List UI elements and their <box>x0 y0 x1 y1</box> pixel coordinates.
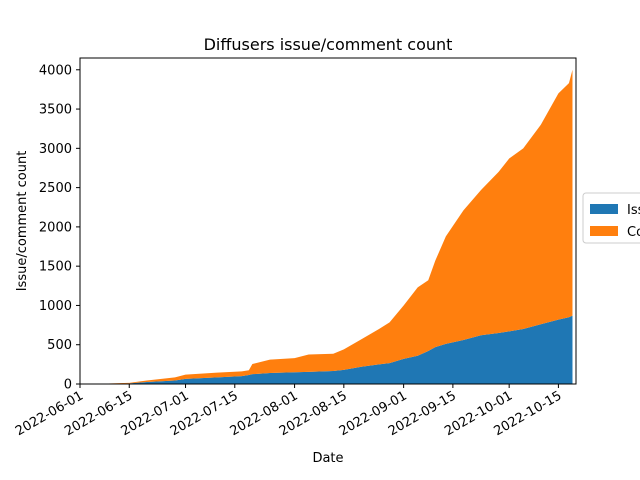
y-tick-label: 3500 <box>39 103 72 118</box>
plot-frame <box>79 57 577 385</box>
y-tick-label: 1000 <box>39 299 72 314</box>
y-tick-label: 2500 <box>39 181 72 196</box>
y-axis: 0 500 1000 1500 2000 2500 3000 3500 4000 <box>39 63 80 393</box>
y-axis-label: Issue/comment count <box>15 151 30 292</box>
legend-swatch-issues <box>590 204 618 214</box>
y-tick-label: 3000 <box>39 142 72 157</box>
area-layers <box>104 69 573 384</box>
y-tick-label: 2000 <box>39 220 72 235</box>
y-tick-label: 1500 <box>39 260 72 275</box>
y-tick-label: 4000 <box>39 63 72 78</box>
legend-label-comments: Comments <box>627 225 640 240</box>
chart-title: Diffusers issue/comment count <box>204 35 453 54</box>
area-series-issues <box>104 315 573 384</box>
area-series-comments <box>104 69 573 384</box>
legend: Issues Comments <box>582 192 640 244</box>
legend-swatch-comments <box>590 226 618 236</box>
y-tick-label: 0 <box>64 378 72 393</box>
x-axis-label: Date <box>312 451 343 466</box>
legend-label-issues: Issues <box>627 203 640 218</box>
y-tick-label: 500 <box>47 338 72 353</box>
